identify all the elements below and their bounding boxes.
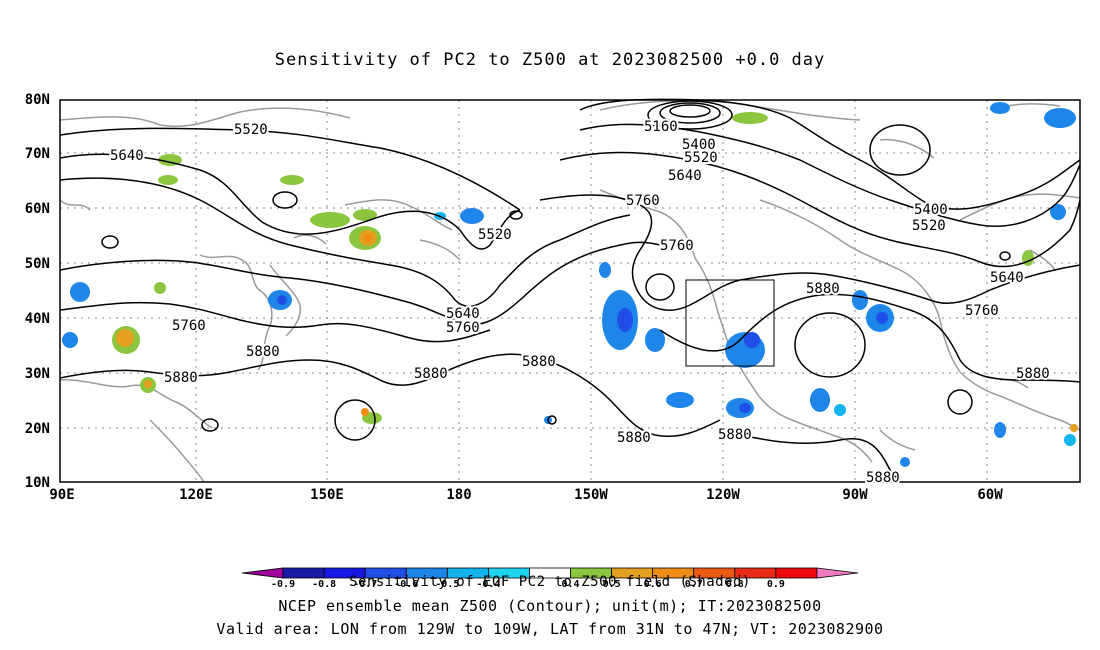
contour-label: 5640 [990, 270, 1024, 286]
contour-label: 5640 [110, 148, 144, 164]
colorbar-tick-label: 0.4 [562, 579, 580, 590]
lon-label: 90W [842, 487, 868, 503]
contour-label: 5640 [668, 168, 702, 184]
contour-label: 5880 [522, 354, 556, 370]
colorbar-tick-label: -0.8 [312, 579, 336, 590]
contour-label: 5160 [644, 119, 678, 135]
colorbar-tick-label: 0.5 [603, 579, 621, 590]
contour-labels: 5160 5400 5520 5640 5760 5880 5400 5520 … [108, 117, 1052, 488]
figure-title: Sensitivity of PC2 to Z500 at 2023082500… [274, 50, 826, 70]
contour-label: 5880 [164, 370, 198, 386]
lon-label: 150W [574, 487, 608, 503]
contour-label: 5520 [478, 227, 512, 243]
contour-label: 5880 [718, 427, 752, 443]
colorbar-tick-label: -0.7 [353, 579, 377, 590]
colorbar-tick-label: 0.9 [767, 579, 785, 590]
lat-label: 70N [25, 146, 50, 162]
lon-label: 60W [977, 487, 1003, 503]
contour-label: 5760 [965, 303, 999, 319]
z500-contours [59, 98, 1081, 483]
lon-label: 120W [706, 487, 740, 503]
caption-contour: NCEP ensemble mean Z500 (Contour); unit(… [278, 597, 822, 615]
sensitivity-shading [62, 102, 1078, 467]
map-panel: 5160 5400 5520 5640 5760 5880 5400 5520 … [25, 92, 1081, 503]
graticule [60, 100, 1080, 482]
longitude-labels: 90E 120E 150E 180 150W 120W 90W 60W [49, 487, 1003, 503]
colorbar-tick-label: -0.4 [476, 579, 500, 590]
contour-label: 5640 [446, 306, 480, 322]
contour-label: 5880 [414, 366, 448, 382]
caption-shading: Sensitivity of EOF PC2 to Z500 field (Sh… [349, 574, 751, 590]
colorbar-tick-label: 0.8 [726, 579, 744, 590]
colorbar-tick-label: 0.7 [685, 579, 703, 590]
plot-frame [59, 99, 1081, 483]
contour-label: 5520 [684, 150, 718, 166]
colorbar: -0.9 -0.8 -0.7 -0.6 -0.5 -0.4 0.4 0.5 0.6 0.7 0.8 0… [241, 567, 859, 590]
contour-label: 5400 [682, 137, 716, 153]
contour-label: 5880 [806, 281, 840, 297]
lat-label: 40N [25, 311, 50, 327]
colorbar-tick-label: 0.6 [644, 579, 662, 590]
caption-valid-area: Valid area: LON from 129W to 109W, LAT f… [216, 620, 884, 638]
colorbar-tick-label: -0.5 [435, 579, 459, 590]
lat-label: 30N [25, 366, 50, 382]
lat-label: 10N [25, 475, 50, 491]
lon-label: 120E [179, 487, 213, 503]
colorbar-tick-label: -0.6 [394, 579, 418, 590]
colorbar-tick-label: -0.9 [271, 579, 295, 590]
contour-label: 5760 [626, 193, 660, 209]
lat-label: 50N [25, 256, 50, 272]
contour-label: 5520 [234, 122, 268, 138]
contour-label: 5520 [912, 218, 946, 234]
lat-label: 80N [25, 92, 50, 108]
lon-label: 180 [446, 487, 471, 503]
contour-label: 5880 [617, 430, 651, 446]
contour-label: 5760 [172, 318, 206, 334]
valid-area-box [685, 279, 775, 367]
contour-label: 5760 [446, 320, 480, 336]
contour-label: 5880 [866, 470, 900, 486]
contour-label: 5400 [914, 202, 948, 218]
contour-label: 5880 [246, 344, 280, 360]
lat-label: 60N [25, 201, 50, 217]
lon-label: 150E [310, 487, 344, 503]
contour-label: 5760 [660, 238, 694, 254]
lat-label: 20N [25, 421, 50, 437]
colorbar-cell [816, 567, 859, 579]
lon-label: 90E [49, 487, 74, 503]
contour-label: 5880 [1016, 366, 1050, 382]
latitude-labels: 80N 70N 60N 50N 40N 30N 20N 10N [25, 92, 50, 491]
